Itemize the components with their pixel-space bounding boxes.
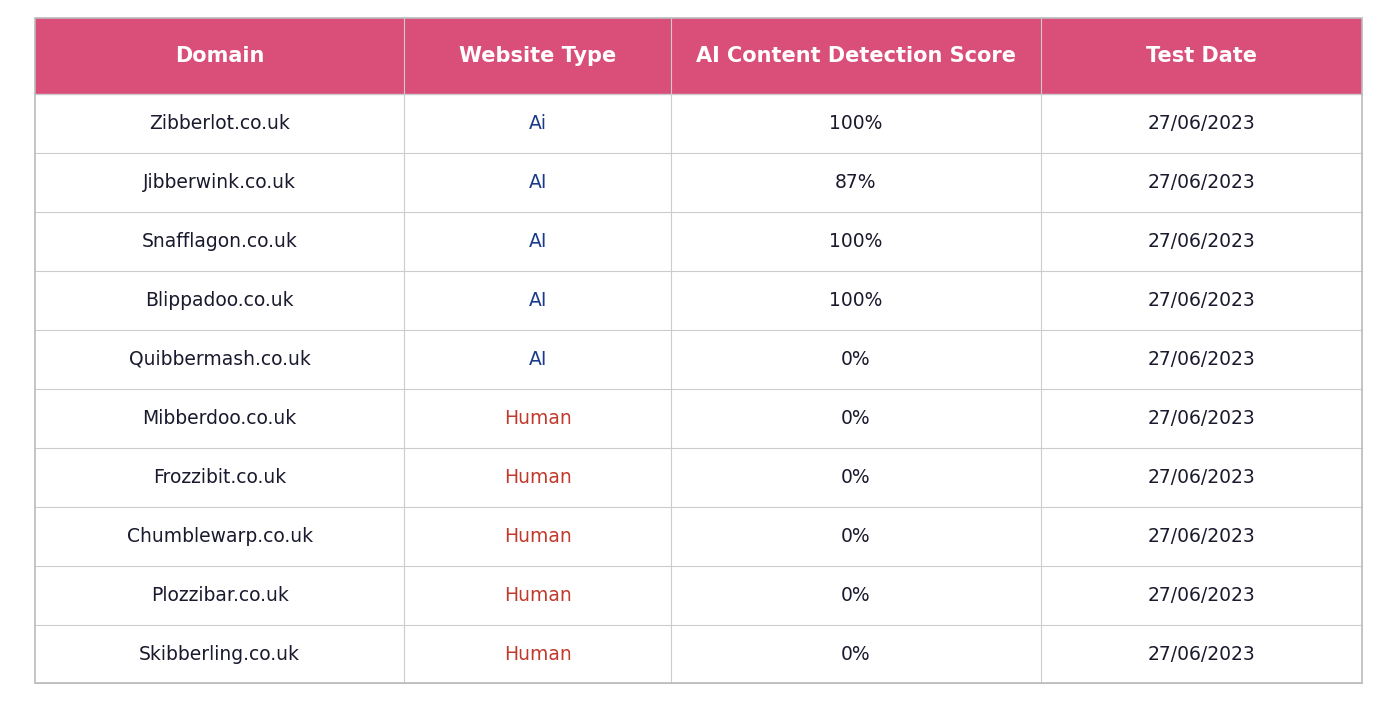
Text: 0%: 0%	[841, 468, 870, 486]
Bar	[404, 330, 671, 389]
Bar	[1041, 330, 1362, 389]
Text: AI: AI	[528, 350, 546, 369]
Text: Zibberlot.co.uk: Zibberlot.co.uk	[149, 114, 291, 133]
Bar	[1041, 212, 1362, 271]
Bar	[1041, 507, 1362, 566]
Text: 27/06/2023: 27/06/2023	[1147, 409, 1255, 428]
Text: 0%: 0%	[841, 350, 870, 369]
Text: 27/06/2023: 27/06/2023	[1147, 644, 1255, 664]
Text: Human: Human	[504, 468, 571, 486]
Bar	[671, 448, 1041, 507]
Bar	[35, 507, 404, 566]
Bar	[404, 507, 671, 566]
Text: Human: Human	[504, 526, 571, 545]
Bar	[404, 448, 671, 507]
Text: Test Date: Test Date	[1146, 46, 1257, 66]
Text: 27/06/2023: 27/06/2023	[1147, 232, 1255, 251]
Text: Plozzibar.co.uk: Plozzibar.co.uk	[151, 585, 289, 604]
Bar	[35, 330, 404, 389]
Bar	[1041, 448, 1362, 507]
Bar	[404, 18, 671, 94]
Bar	[35, 18, 404, 94]
Bar	[1041, 389, 1362, 448]
Text: 27/06/2023: 27/06/2023	[1147, 526, 1255, 545]
Bar	[1041, 625, 1362, 683]
Text: Quibbermash.co.uk: Quibbermash.co.uk	[129, 350, 310, 369]
Text: Frozzibit.co.uk: Frozzibit.co.uk	[154, 468, 286, 486]
Bar	[404, 212, 671, 271]
Text: Website Type: Website Type	[460, 46, 616, 66]
Bar	[35, 212, 404, 271]
Bar	[671, 153, 1041, 212]
Bar	[35, 271, 404, 330]
Text: 27/06/2023: 27/06/2023	[1147, 468, 1255, 486]
Bar	[404, 389, 671, 448]
Bar	[35, 625, 404, 683]
Bar	[1041, 18, 1362, 94]
Bar	[671, 330, 1041, 389]
Text: Human: Human	[504, 585, 571, 604]
Text: 100%: 100%	[830, 291, 883, 310]
Text: AI Content Detection Score: AI Content Detection Score	[696, 46, 1016, 66]
Text: 0%: 0%	[841, 409, 870, 428]
Bar	[404, 94, 671, 153]
Bar	[404, 153, 671, 212]
Text: Human: Human	[504, 644, 571, 664]
Bar	[671, 507, 1041, 566]
Bar	[404, 625, 671, 683]
Bar	[404, 566, 671, 625]
Text: Ai: Ai	[528, 114, 546, 133]
Text: 27/06/2023: 27/06/2023	[1147, 585, 1255, 604]
Text: 27/06/2023: 27/06/2023	[1147, 173, 1255, 192]
Bar	[35, 448, 404, 507]
Text: 27/06/2023: 27/06/2023	[1147, 350, 1255, 369]
Text: 100%: 100%	[830, 114, 883, 133]
Text: Chumblewarp.co.uk: Chumblewarp.co.uk	[127, 526, 313, 545]
Bar	[1041, 94, 1362, 153]
Bar	[671, 18, 1041, 94]
Text: Skibberling.co.uk: Skibberling.co.uk	[140, 644, 300, 664]
Bar	[1041, 271, 1362, 330]
Text: Blippadoo.co.uk: Blippadoo.co.uk	[145, 291, 293, 310]
Text: Human: Human	[504, 409, 571, 428]
Text: 0%: 0%	[841, 526, 870, 545]
Text: Jibberwink.co.uk: Jibberwink.co.uk	[142, 173, 296, 192]
Bar	[404, 271, 671, 330]
Bar	[1041, 566, 1362, 625]
Text: Domain: Domain	[175, 46, 264, 66]
Text: AI: AI	[528, 173, 546, 192]
Bar	[671, 271, 1041, 330]
Text: Snafflagon.co.uk: Snafflagon.co.uk	[141, 232, 298, 251]
Bar	[35, 566, 404, 625]
Bar	[671, 389, 1041, 448]
Text: 27/06/2023: 27/06/2023	[1147, 114, 1255, 133]
Bar	[35, 153, 404, 212]
Bar	[671, 212, 1041, 271]
Bar	[35, 389, 404, 448]
Text: Mibberdoo.co.uk: Mibberdoo.co.uk	[142, 409, 296, 428]
Text: 0%: 0%	[841, 585, 870, 604]
Bar	[35, 94, 404, 153]
Text: 100%: 100%	[830, 232, 883, 251]
Text: AI: AI	[528, 232, 546, 251]
Text: 0%: 0%	[841, 644, 870, 664]
Bar	[671, 94, 1041, 153]
Text: 87%: 87%	[835, 173, 876, 192]
Text: 27/06/2023: 27/06/2023	[1147, 291, 1255, 310]
Bar	[1041, 153, 1362, 212]
Bar	[671, 566, 1041, 625]
Bar	[671, 625, 1041, 683]
Text: AI: AI	[528, 291, 546, 310]
